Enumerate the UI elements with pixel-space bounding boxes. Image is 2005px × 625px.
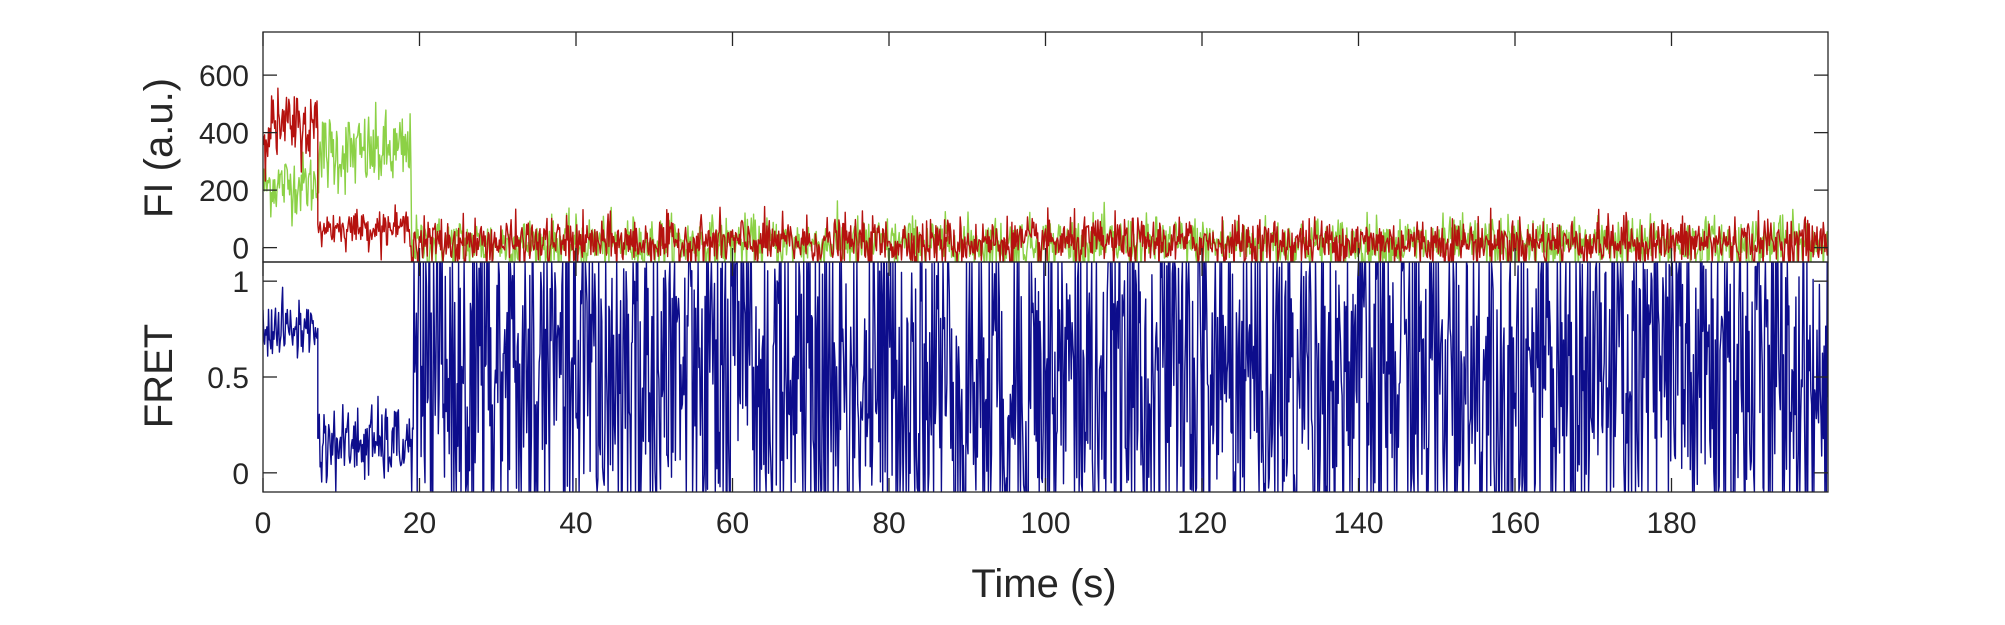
time-x-axis-label: Time (s) xyxy=(971,562,1116,606)
fret-x-tick-label: 160 xyxy=(1490,507,1540,540)
intensity-panel: 0 200 400 600 FI (a.u.) xyxy=(137,31,1829,266)
fret-x-tick-label: 80 xyxy=(872,507,905,540)
intensity-y-tick-label: 200 xyxy=(199,175,249,208)
intensity-trace-1 xyxy=(263,87,1828,262)
fret-x-tick-label: 180 xyxy=(1646,507,1696,540)
fret-x-tick-label: 60 xyxy=(716,507,749,540)
fret-y-tick-label: 0 xyxy=(232,458,249,491)
fret-x-tick-label: 40 xyxy=(559,507,592,540)
fret-x-tick-label: 120 xyxy=(1177,507,1227,540)
fret-x-tick-label: 140 xyxy=(1333,507,1383,540)
fret-y-tick-label: 0.5 xyxy=(207,362,249,395)
fret-x-tick-label: 0 xyxy=(255,507,272,540)
intensity-y-tick-label: 400 xyxy=(199,118,249,151)
fret-x-tick-label: 100 xyxy=(1020,507,1070,540)
fret-y-axis-label: FRET xyxy=(137,324,181,428)
fret-y-tick-label: 1 xyxy=(232,266,249,299)
fret-trace-0 xyxy=(263,262,1828,492)
intensity-y-tick-label: 0 xyxy=(232,233,249,266)
intensity-y-tick-label: 600 xyxy=(199,60,249,93)
intensity-y-axis-label: FI (a.u.) xyxy=(137,78,181,218)
fret-panel: 0 0.5 1 0 20 40 60 80 100 120 140 160 180 FRET Time… xyxy=(137,261,1829,606)
fret-x-tick-label: 20 xyxy=(403,507,436,540)
